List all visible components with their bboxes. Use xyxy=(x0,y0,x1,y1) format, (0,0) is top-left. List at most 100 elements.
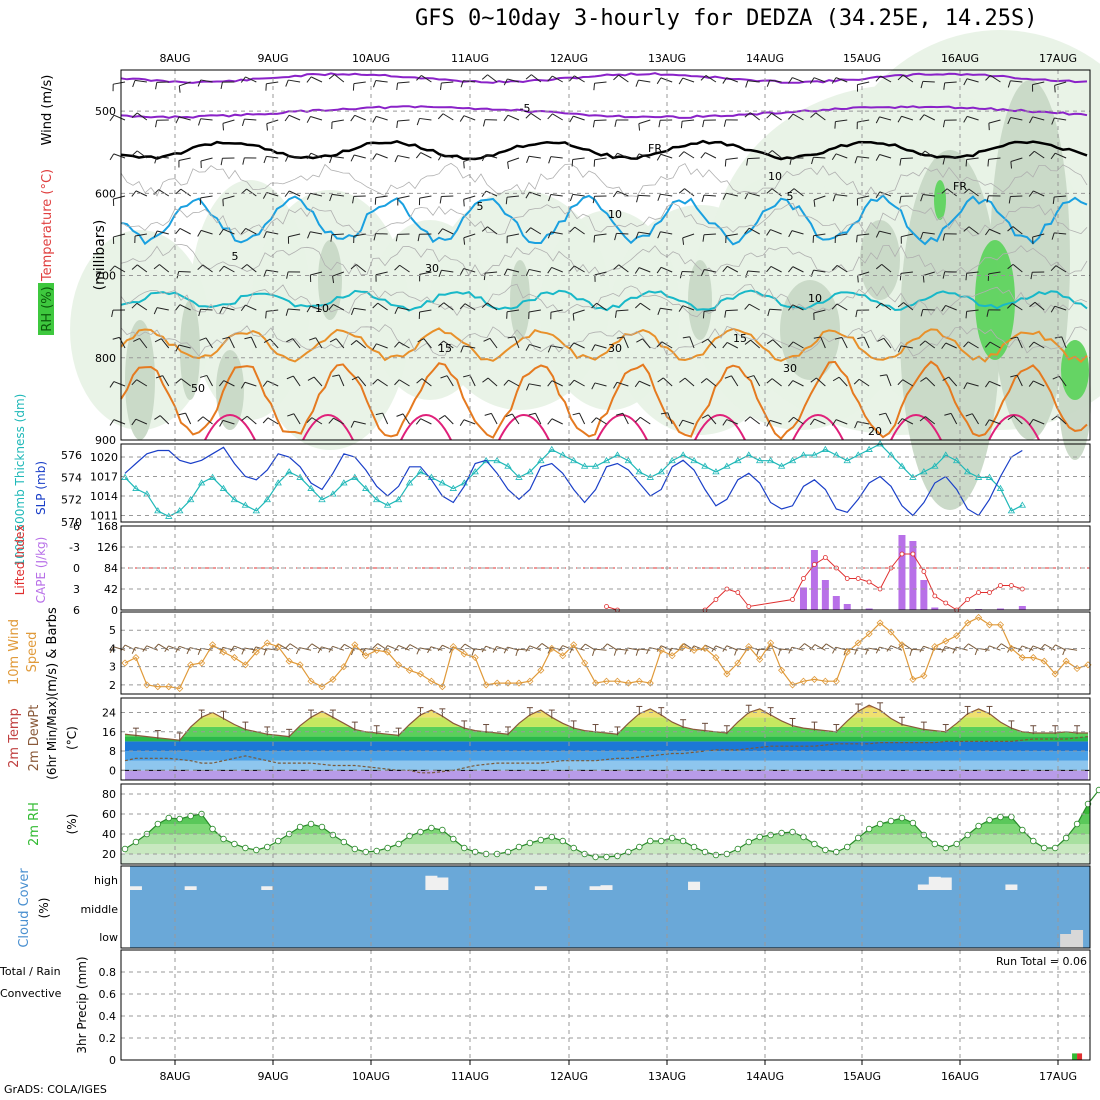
barb-flag xyxy=(1010,374,1018,378)
barb-shaft xyxy=(529,268,541,273)
barb-shaft xyxy=(793,188,804,197)
upper-wind-barb xyxy=(218,228,235,236)
upper-wind-barb xyxy=(638,119,651,131)
upper-wind-barb xyxy=(528,412,542,425)
thickness-line-marker xyxy=(197,479,206,486)
barb-flag xyxy=(350,648,355,656)
barb-flag xyxy=(547,267,553,274)
pressure-tick: 600 xyxy=(95,187,116,200)
upper-wind-barb xyxy=(834,233,848,244)
wind-speed-line-marker xyxy=(1018,653,1026,662)
barb-flag xyxy=(941,646,946,653)
upper-wind-barb xyxy=(1029,116,1045,124)
barb-flag xyxy=(197,264,204,270)
barb-flag xyxy=(153,307,158,315)
upper-wind-barb xyxy=(899,271,913,281)
upper-wind-barb xyxy=(503,268,520,276)
barb-flag xyxy=(525,112,532,119)
upper-wind-barb xyxy=(613,74,629,83)
upper-wind-barb xyxy=(418,309,432,319)
barb-flag xyxy=(120,644,126,651)
rh-line-marker xyxy=(734,845,742,853)
upper-wind-barb xyxy=(153,230,169,238)
upper-wind-barb xyxy=(722,192,738,200)
lifted-marker xyxy=(801,576,806,581)
upper-wind-barb xyxy=(306,192,323,200)
barb-flag xyxy=(525,269,530,277)
rh-line-marker xyxy=(833,848,840,856)
upper-wind-barb xyxy=(593,233,607,243)
barb-shaft xyxy=(791,646,804,651)
upper-wind-barb xyxy=(395,233,410,242)
barb-flag xyxy=(547,418,553,425)
barb-shaft xyxy=(835,194,848,197)
barb-flag xyxy=(175,344,180,352)
barb-flag xyxy=(240,76,246,83)
upper-wind-barb xyxy=(897,302,914,311)
isotherm-25 xyxy=(302,414,354,441)
upper-wind-barb xyxy=(1007,117,1023,125)
upper-wind-barb xyxy=(284,114,301,122)
barb-shaft xyxy=(792,341,804,349)
barb-flag xyxy=(503,114,509,122)
barb-flag xyxy=(1007,263,1014,270)
barb-shaft xyxy=(244,381,257,387)
barb-flag xyxy=(963,382,968,390)
rh-line-marker xyxy=(920,831,928,839)
wind-speed-line-marker xyxy=(570,641,578,649)
barb-flag xyxy=(131,418,137,426)
barb-shaft xyxy=(749,112,761,121)
barb-shaft xyxy=(334,74,345,83)
rh-line-marker xyxy=(647,837,654,845)
contour-label: 10 xyxy=(315,302,329,315)
barb-shaft xyxy=(376,115,388,121)
upper-wind-barb xyxy=(678,77,695,85)
barb-flag xyxy=(985,228,990,236)
barb-shaft xyxy=(705,152,717,159)
upper-wind-barb xyxy=(350,307,366,315)
barb-flag xyxy=(287,413,295,417)
barb-flag xyxy=(131,112,138,119)
upper-wind-barb xyxy=(175,344,191,352)
barb-shaft xyxy=(399,379,410,387)
barb-flag xyxy=(941,342,947,349)
barb-shaft xyxy=(113,233,126,238)
rh-line-marker xyxy=(964,831,971,839)
upper-wind-barb xyxy=(286,271,301,279)
upper-wind-barb xyxy=(263,338,279,349)
thickness-line-marker xyxy=(176,507,184,514)
barb-flag xyxy=(922,275,925,283)
rh-line-marker xyxy=(614,852,621,860)
barb-flag xyxy=(263,269,267,277)
barb-shaft xyxy=(353,81,366,85)
rh-line-marker xyxy=(800,833,807,841)
barb-flag xyxy=(656,77,662,85)
barb-flag xyxy=(657,194,661,201)
thickness-line-marker xyxy=(307,484,315,491)
barb-shaft xyxy=(419,195,432,199)
barb-flag xyxy=(832,376,840,382)
barb-shaft xyxy=(725,309,738,312)
barb-shaft xyxy=(552,113,563,121)
axis-label-wind-2: Speed xyxy=(25,632,40,673)
barb-shaft xyxy=(902,74,914,83)
barb-flag xyxy=(548,194,552,202)
thickness-line-marker xyxy=(668,456,676,464)
wind-speed-line-marker xyxy=(942,637,950,645)
barb-flag xyxy=(965,159,968,167)
upper-wind-barb xyxy=(352,195,366,204)
wind-speed-line-marker xyxy=(1062,657,1070,665)
upper-wind-barb xyxy=(746,157,760,166)
axis-label-slp: SLP (mb) xyxy=(34,461,48,515)
barb-shaft xyxy=(682,305,695,311)
upper-wind-barb xyxy=(153,264,170,273)
barb-flag xyxy=(440,375,448,379)
barb-flag xyxy=(372,153,377,160)
rh-contour xyxy=(120,162,1088,197)
upper-wind-barb xyxy=(963,78,979,86)
upper-wind-barb xyxy=(810,112,826,121)
barb-shaft xyxy=(310,152,323,159)
barb-shaft xyxy=(771,188,782,197)
barb-shaft xyxy=(836,303,848,311)
thickness-line-marker xyxy=(690,456,698,464)
